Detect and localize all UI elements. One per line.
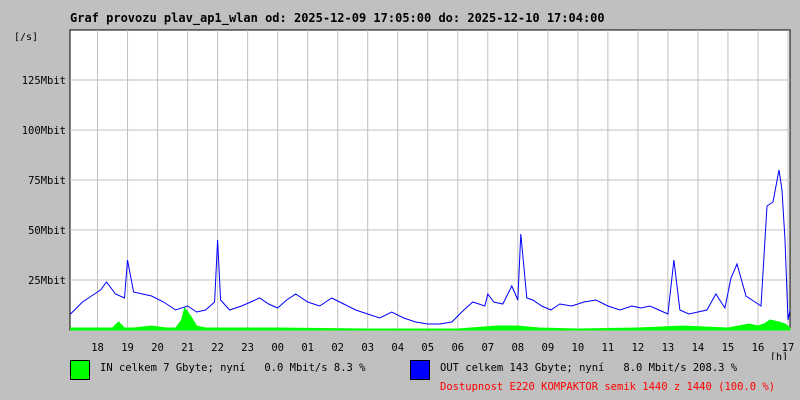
x-tick-label: 05 xyxy=(421,342,434,354)
y-tick-label: 75Mbit xyxy=(28,175,66,187)
in-legend-text: IN celkem 7 Gbyte; nyní 0.0 Mbit/s 8.3 % xyxy=(100,362,366,374)
axis-labels: 25Mbit 50Mbit 75Mbit 100Mbit 125Mbit 18 19 20 21… xyxy=(14,32,794,360)
x-tick-label: 15 xyxy=(722,342,735,354)
x-tick-label: 01 xyxy=(301,342,314,354)
x-tick-label: 13 xyxy=(662,342,675,354)
x-tick-label: 20 xyxy=(151,342,164,354)
y-axis-unit-label: [/s] xyxy=(14,32,38,43)
x-tick-label: 19 xyxy=(121,342,134,354)
availability-text: Dostupnost E220 KOMPAKTOR semik 1440 z 1… xyxy=(440,381,776,393)
x-tick-label: 00 xyxy=(271,342,284,354)
x-tick-label: 09 xyxy=(542,342,555,354)
x-tick-label: 10 xyxy=(572,342,585,354)
x-tick-label: 23 xyxy=(241,342,254,354)
x-tick-label: 22 xyxy=(211,342,224,354)
x-tick-label: 16 xyxy=(752,342,765,354)
in-legend-swatch xyxy=(70,360,90,380)
x-tick-label: 21 xyxy=(181,342,194,354)
x-axis-unit-label: [h] xyxy=(770,352,788,360)
traffic-chart: 25Mbit 50Mbit 75Mbit 100Mbit 125Mbit 18 19 20 21… xyxy=(14,29,794,360)
in-series-layer xyxy=(70,306,791,331)
x-tick-label: 07 xyxy=(481,342,494,354)
y-tick-label: 25Mbit xyxy=(28,275,66,287)
chart-title: Graf provozu plav_ap1_wlan od: 2025-12-0… xyxy=(70,11,605,25)
x-tick-label: 03 xyxy=(361,342,374,354)
out-series-layer xyxy=(70,169,791,325)
x-tick-label: 18 xyxy=(91,342,104,354)
x-tick-label: 02 xyxy=(331,342,344,354)
x-tick-label: 14 xyxy=(692,342,705,354)
y-tick-label: 100Mbit xyxy=(22,125,66,137)
x-tick-label: 08 xyxy=(511,342,524,354)
y-tick-label: 125Mbit xyxy=(22,75,66,87)
out-legend-text: OUT celkem 143 Gbyte; nyní 8.0 Mbit/s 20… xyxy=(440,362,738,374)
y-tick-label: 50Mbit xyxy=(28,225,66,237)
x-tick-label: 06 xyxy=(451,342,464,354)
x-tick-label: 11 xyxy=(602,342,615,354)
in-series-area xyxy=(70,306,791,331)
x-tick-label: 17 xyxy=(782,342,795,354)
x-tick-label: 12 xyxy=(632,342,645,354)
out-legend-swatch xyxy=(410,360,430,380)
x-tick-label: 04 xyxy=(391,342,404,354)
grid-lines xyxy=(70,30,790,330)
out-series-line xyxy=(70,169,791,325)
